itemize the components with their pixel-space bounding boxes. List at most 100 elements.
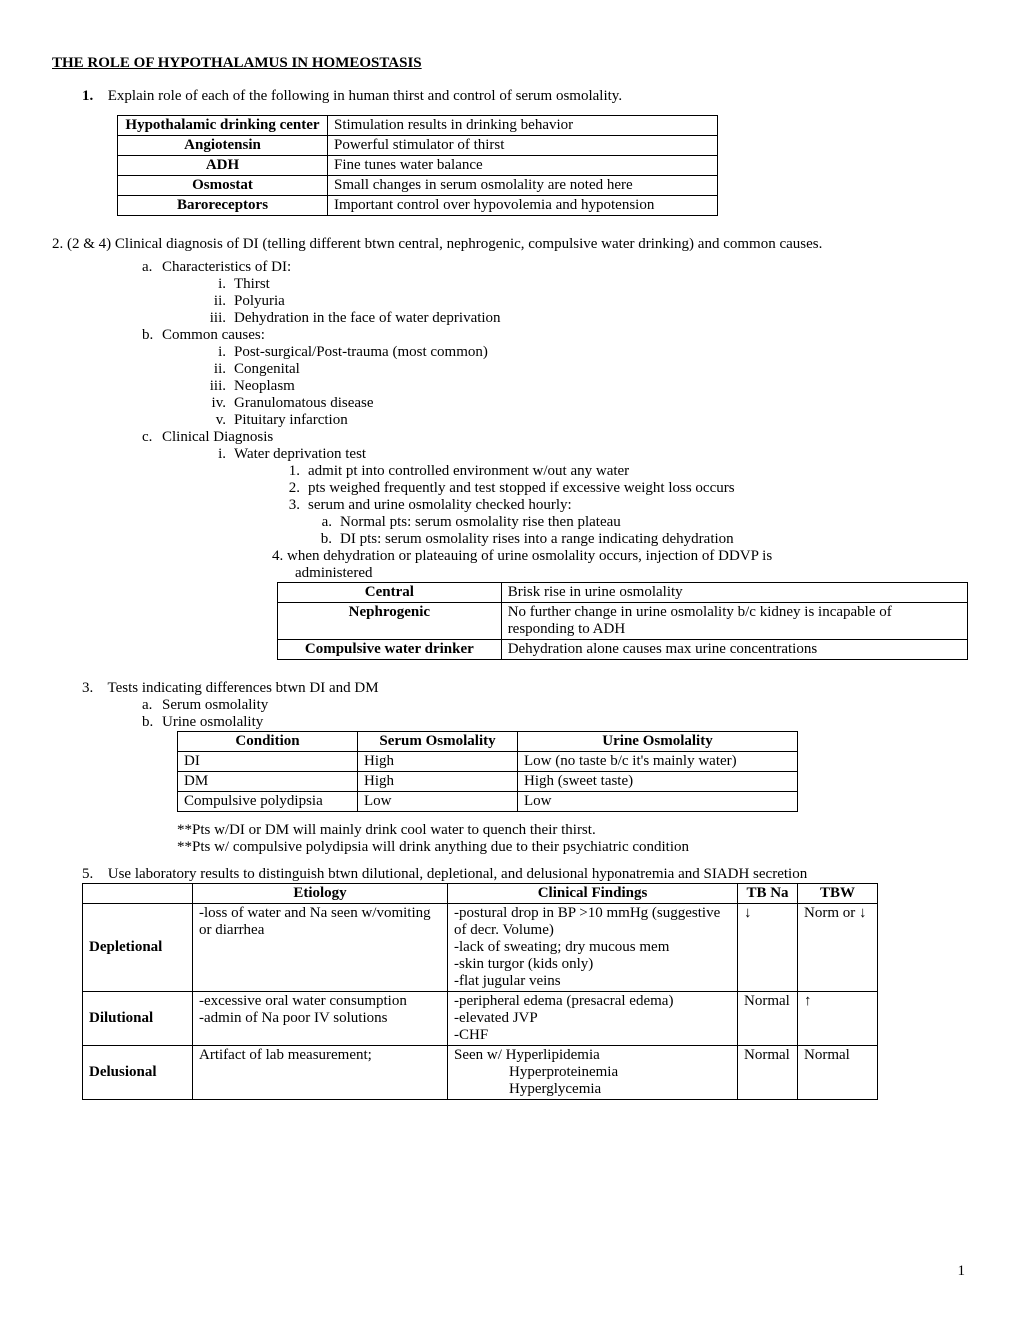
list-text: Polyuria (234, 293, 285, 309)
q3b-text: Urine osmolality (162, 714, 263, 730)
q2-step4a: 4. when dehydration or plateauing of uri… (272, 548, 968, 565)
question-3: 3. Tests indicating differences btwn DI … (82, 680, 968, 697)
thirst-desc: Powerful stimulator of thirst (328, 136, 718, 156)
didm-header: Condition (178, 732, 358, 752)
list-text: Post-surgical/Post-trauma (most common) (234, 344, 488, 360)
thirst-term: Hypothalamic drinking center (118, 116, 328, 136)
q3a-text: Serum osmolality (162, 697, 268, 713)
q2-c: c.Clinical Diagnosis i. Water deprivation… (142, 429, 968, 548)
step-text: admit pt into controlled environment w/o… (308, 463, 629, 479)
hypo-clinical: -peripheral edema (presacral edema)-elev… (448, 992, 738, 1046)
list-label: i. (202, 276, 226, 293)
q3b-label: b. (142, 714, 162, 731)
ddvp-table: CentralBrisk rise in urine osmolalityNep… (277, 582, 968, 660)
didm-cell: DM (178, 772, 358, 792)
hypo-header: Etiology (193, 884, 448, 904)
thirst-term: Angiotensin (118, 136, 328, 156)
list-label: i. (202, 344, 226, 361)
q1-number: 1. (82, 88, 104, 105)
list-text: Granulomatous disease (234, 395, 374, 411)
hypo-label: Dilutional (83, 992, 193, 1046)
q2-step4b: administered (295, 565, 968, 582)
ab-label: b. (314, 531, 332, 548)
q3-note2: **Pts w/ compulsive polydipsia will drin… (177, 839, 968, 856)
hypo-tbna: ↓ (738, 904, 798, 992)
list-label: iii. (202, 378, 226, 395)
q2b-text: Common causes: (162, 327, 265, 343)
question-5: 5. Use laboratory results to distinguish… (82, 866, 968, 883)
ab-text: DI pts: serum osmolality rises into a ra… (340, 531, 734, 547)
q5-text: Use laboratory results to distinguish bt… (108, 866, 807, 882)
hypo-tbna: Normal (738, 1046, 798, 1100)
q2b-label: b. (142, 327, 162, 344)
didm-cell: Low (358, 792, 518, 812)
hypo-tbw: Norm or ↓ (798, 904, 878, 992)
thirst-desc: Important control over hypovolemia and h… (328, 196, 718, 216)
q2c-text: Clinical Diagnosis (162, 429, 273, 445)
list-text: Congenital (234, 361, 300, 377)
question-2: 2. (2 & 4) Clinical diagnosis of DI (tel… (52, 236, 968, 253)
list-text: Pituitary infarction (234, 412, 348, 428)
didm-cell: Low (no taste b/c it's mainly water) (518, 752, 798, 772)
step-label: 2. (282, 480, 300, 497)
q2-b: b.Common causes: i. Post-surgical/Post-tr… (142, 327, 968, 429)
thirst-desc: Small changes in serum osmolality are no… (328, 176, 718, 196)
hypo-header: Clinical Findings (448, 884, 738, 904)
thirst-table: Hypothalamic drinking centerStimulation … (117, 115, 718, 216)
list-text: Dehydration in the face of water depriva… (234, 310, 501, 326)
hypo-clinical: Seen w/ HyperlipidemiaHyperproteinemiaHy… (448, 1046, 738, 1100)
thirst-term: ADH (118, 156, 328, 176)
step-text: pts weighed frequently and test stopped … (308, 480, 735, 496)
list-label: ii. (202, 361, 226, 378)
hypo-etiology: -loss of water and Na seen w/vomiting or… (193, 904, 448, 992)
ddvp-type: Central (278, 583, 502, 603)
page-number: 1 (958, 1263, 966, 1280)
q2ci-text: Water deprivation test (234, 446, 366, 462)
list-text: Thirst (234, 276, 270, 292)
q2a-text: Characteristics of DI: (162, 259, 291, 275)
list-label: iii. (202, 310, 226, 327)
step-label: 1. (282, 463, 300, 480)
q3-number: 3. (82, 680, 104, 697)
thirst-term: Baroreceptors (118, 196, 328, 216)
didm-header: Urine Osmolality (518, 732, 798, 752)
hypo-clinical: -postural drop in BP >10 mmHg (suggestiv… (448, 904, 738, 992)
list-label: v. (202, 412, 226, 429)
didm-cell: High (358, 772, 518, 792)
q3-text: Tests indicating differences btwn DI and… (107, 680, 378, 696)
q2c-label: c. (142, 429, 162, 446)
step-text: serum and urine osmolality checked hourl… (308, 497, 572, 513)
hypo-tbw: ↑ (798, 992, 878, 1046)
list-label: ii. (202, 293, 226, 310)
thirst-desc: Fine tunes water balance (328, 156, 718, 176)
list-label: iv. (202, 395, 226, 412)
ab-label: a. (314, 514, 332, 531)
hypo-label: Delusional (83, 1046, 193, 1100)
ddvp-type: Compulsive water drinker (278, 640, 502, 660)
ab-text: Normal pts: serum osmolality rise then p… (340, 514, 621, 530)
hypo-header: TB Na (738, 884, 798, 904)
didm-cell: Low (518, 792, 798, 812)
ddvp-result: Dehydration alone causes max urine conce… (501, 640, 967, 660)
hypo-header: TBW (798, 884, 878, 904)
q2ci-label: i. (202, 446, 226, 463)
hypo-etiology: -excessive oral water consumption -admin… (193, 992, 448, 1046)
thirst-term: Osmostat (118, 176, 328, 196)
q3-note1: **Pts w/DI or DM will mainly drink cool … (177, 822, 968, 839)
hypo-label: Depletional (83, 904, 193, 992)
hypo-tbna: Normal (738, 992, 798, 1046)
ddvp-result: No further change in urine osmolality b/… (501, 603, 967, 640)
hypo-header (83, 884, 193, 904)
ddvp-type: Nephrogenic (278, 603, 502, 640)
didm-table: ConditionSerum OsmolalityUrine Osmolalit… (177, 731, 798, 812)
hyponatremia-table: EtiologyClinical FindingsTB NaTBW Deplet… (82, 883, 878, 1100)
q2-a: a.Characteristics of DI: i.Thirstii.Poly… (142, 259, 968, 327)
didm-cell: High (sweet taste) (518, 772, 798, 792)
q1-text: Explain role of each of the following in… (108, 88, 622, 104)
q3-a: a.Serum osmolality b.Urine osmolality (142, 697, 968, 731)
didm-cell: High (358, 752, 518, 772)
question-1: 1. Explain role of each of the following… (82, 88, 968, 105)
step-label: 3. (282, 497, 300, 514)
hypo-tbw: Normal (798, 1046, 878, 1100)
q3a-label: a. (142, 697, 162, 714)
